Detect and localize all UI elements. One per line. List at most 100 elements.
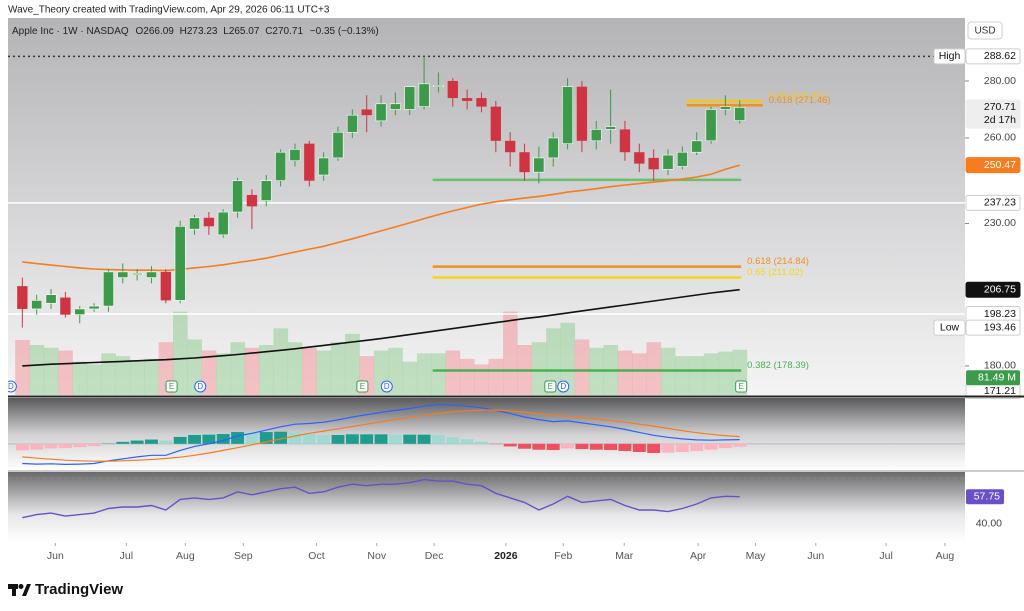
price-pane: [8, 18, 965, 395]
volume-bar: [302, 347, 317, 395]
ohlc-value: 265.07: [229, 26, 260, 37]
candle-body: [662, 154, 674, 170]
candle-body: [490, 106, 501, 141]
volume-bar: [316, 350, 332, 395]
price-tag: [965, 99, 1021, 129]
volume-bar: [445, 350, 461, 395]
macd-histogram: [44, 443, 58, 449]
event-marker: [544, 380, 557, 393]
macd-histogram: [116, 441, 130, 444]
macd-histogram: [675, 443, 689, 452]
volume-bar: [574, 339, 590, 395]
macd-histogram: [87, 443, 101, 447]
ohlc-label: C: [265, 26, 272, 37]
logo-part: [22, 584, 31, 596]
macd-histogram: [15, 443, 29, 451]
price-tag-label: 288.62: [984, 50, 1016, 62]
fib-label: 0.65 (211.02): [747, 267, 803, 278]
x-tick-label: Aug: [176, 550, 195, 562]
axis-layer: 280.00 260.00 230.00 180.00 288.62 High 270.71…: [47, 40, 1024, 562]
macd-histogram: [647, 443, 661, 453]
price-tag: [965, 281, 1021, 298]
candle-body: [74, 308, 86, 315]
macd-line: [22, 403, 740, 466]
candle-body: [189, 217, 200, 230]
x-tick-label: Jun: [47, 550, 64, 562]
x-tick-label: Sep: [234, 550, 253, 562]
candle-body: [45, 294, 57, 304]
volume-bar: [29, 345, 45, 395]
volume-bar: [718, 351, 733, 395]
candle-body: [160, 271, 171, 301]
price-tag-label: 206.75: [984, 283, 1016, 295]
volume-bar: [459, 358, 475, 395]
volume-bar: [646, 342, 662, 395]
macd-histogram: [661, 443, 675, 453]
x-tick-label: Oct: [308, 550, 324, 562]
volume-bar: [546, 328, 561, 395]
macd-histogram: [145, 439, 158, 444]
volume-bar: [244, 347, 260, 395]
ohlc-value: 270.71: [272, 26, 303, 37]
volume-bar: [474, 364, 489, 395]
y-tick-label: 260.00: [984, 132, 1016, 144]
candle-body: [174, 226, 186, 301]
symbol: Apple Inc · 1W · NASDAQ: [12, 26, 129, 37]
macd-histogram: [632, 443, 646, 452]
candle-body: [88, 305, 100, 310]
price-tag-label: 193.46: [984, 321, 1016, 333]
candle-body: [31, 300, 43, 310]
candle-body: [304, 143, 315, 181]
ohlc-value: 266.09: [143, 26, 174, 37]
candle-body: [375, 103, 387, 122]
volume-bar: [503, 311, 518, 395]
candle-body: [60, 297, 71, 315]
macd-histogram: [718, 443, 732, 449]
y-tick-label: 280.00: [984, 75, 1016, 87]
candle-body: [476, 98, 487, 107]
volume-bar: [416, 353, 432, 395]
event-marker: [380, 380, 393, 393]
candle-body: [519, 152, 530, 173]
volume-bar: [560, 322, 576, 395]
price-tag-name-box: [933, 48, 966, 65]
macd-histogram: [374, 434, 388, 444]
macd-histogram: [130, 440, 144, 444]
macd-histogram: [345, 434, 359, 444]
volume-bar: [144, 358, 159, 395]
event-marker: [8, 380, 17, 393]
candle-body: [275, 151, 287, 182]
currency-box[interactable]: [967, 21, 1003, 40]
price-layer: 0.65 (272.91)0.618 (271.46) 0.618 (214.84…: [8, 55, 965, 395]
volume-bar: [273, 328, 289, 395]
candle-body: [117, 271, 129, 278]
volume-bar: [43, 347, 59, 395]
candle-body: [389, 103, 401, 110]
rsi-line: [22, 478, 740, 519]
candle-body: [533, 157, 545, 173]
macd-histogram: [733, 443, 747, 447]
currency[interactable]: USD: [974, 26, 995, 37]
x-tick-label: 2026: [494, 550, 518, 562]
macd-histogram: [231, 432, 245, 444]
x-tick-label: Apr: [690, 550, 707, 562]
macd-histogram: [575, 443, 589, 450]
macd-histogram: [403, 434, 417, 444]
macd-histogram: [446, 437, 460, 444]
candle-body: [461, 98, 473, 101]
event-marker: [356, 380, 369, 393]
candle-body: [146, 271, 157, 278]
volume-bar: [431, 353, 446, 395]
event-marker: [735, 380, 748, 393]
volume-bar: [531, 342, 547, 395]
macd-histogram: [58, 443, 72, 449]
volume-tag-label: 81.49 M: [978, 372, 1016, 384]
macd-histogram: [460, 439, 474, 444]
price-tag-sub: 2d 17h: [984, 114, 1016, 126]
logo-part: [18, 584, 24, 589]
macd-histogram: [604, 443, 618, 451]
macd-histogram: [417, 434, 431, 444]
candle-body: [648, 157, 659, 170]
candle-body: [676, 151, 688, 167]
volume-bar: [58, 350, 73, 395]
